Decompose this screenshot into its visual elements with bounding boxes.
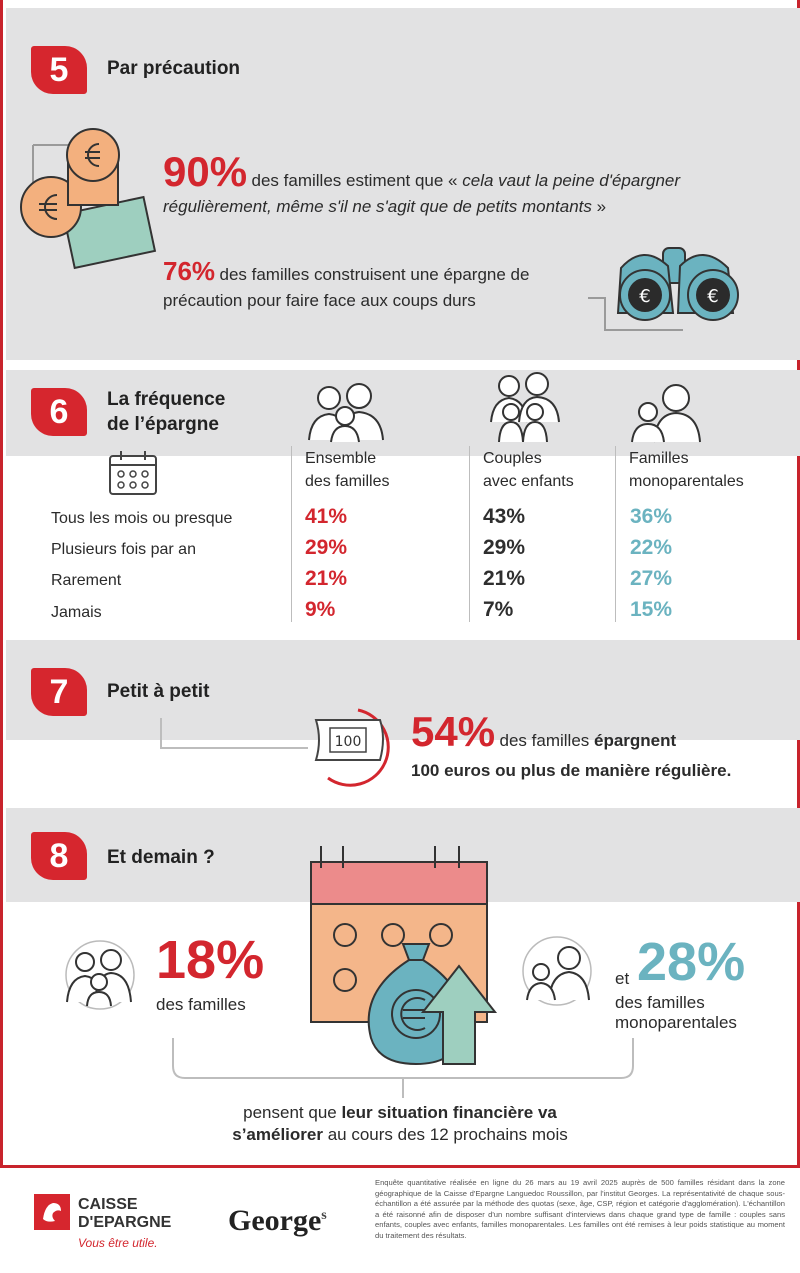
column-header-single-parent: Familles monoparentales	[629, 447, 744, 493]
column-header-single-parent-line2: monoparentales	[629, 473, 744, 490]
section-7-title: Petit à petit	[107, 681, 210, 702]
conclusion-text-a: pensent que	[243, 1103, 342, 1122]
value-all-rarely: 21%	[305, 567, 348, 590]
banknote-label: 100	[335, 734, 362, 750]
section-6-title-line1: La fréquence	[107, 389, 226, 410]
banknote-100-icon: 100	[160, 708, 390, 787]
value-all-several: 29%	[305, 536, 348, 559]
bracket-connector	[172, 1038, 634, 1098]
stat-28-text-line2: monoparentales	[615, 1013, 737, 1032]
brand-name: CAISSE D'EPARGNE	[78, 1196, 171, 1232]
binoculars-icon: € €	[588, 247, 739, 331]
methodology-note: Enquête quantitative réalisée en ligne d…	[375, 1178, 785, 1240]
value-couples-several: 29%	[483, 536, 526, 559]
stat-54-block: 54% des familles épargnent	[411, 711, 791, 754]
stat-54-value: 54%	[411, 708, 496, 755]
coins-banknote-icon	[20, 128, 157, 270]
section-8-title: Et demain ?	[107, 847, 215, 868]
section-5-badge: 5	[31, 46, 87, 94]
column-header-couples-line2: avec enfants	[483, 473, 574, 490]
svg-text:€: €	[707, 286, 718, 307]
value-all-monthly: 41%	[305, 505, 348, 528]
row-label-rarely: Rarement	[51, 572, 122, 589]
stat-90-text-a: des familles estiment que «	[251, 171, 463, 190]
infographic-frame: 5 Par précaution 90% des familles estime…	[0, 0, 800, 1168]
family-icon	[65, 940, 135, 1010]
divider	[469, 446, 470, 622]
stat-18-text: des familles	[156, 995, 246, 1014]
svg-text:€: €	[639, 286, 650, 307]
row-label-never: Jamais	[51, 604, 102, 621]
stat-18-value: 18%	[156, 930, 265, 990]
stat-76-text: des familles construisent une épargne de…	[163, 265, 530, 310]
column-header-all: Ensemble des familles	[305, 447, 389, 493]
stat-54-text-a: des familles	[499, 731, 594, 750]
column-header-couples: Couples avec enfants	[483, 447, 574, 493]
section-7-background	[6, 640, 800, 740]
partner-name: George	[228, 1204, 322, 1237]
couple-with-kids-icon	[490, 372, 560, 443]
value-couples-rarely: 21%	[483, 567, 526, 590]
value-all-never: 9%	[305, 598, 336, 621]
value-single-several: 22%	[630, 536, 673, 559]
section-7-badge: 7	[31, 668, 87, 716]
stat-76-block: 76% des familles construisent une épargn…	[163, 258, 583, 314]
squirrel-icon	[43, 1203, 61, 1222]
column-header-all-line1: Ensemble	[305, 450, 377, 467]
stat-54-line2: 100 euros ou plus de manière régulière.	[411, 761, 732, 780]
conclusion-bold1: leur situation financière va	[341, 1103, 557, 1122]
single-parent-icon	[631, 384, 701, 443]
georges-logo: Georges	[228, 1204, 327, 1238]
section-8-badge: 8	[31, 832, 87, 880]
value-couples-monthly: 43%	[483, 505, 526, 528]
stat-28-prefix: et	[615, 969, 630, 988]
value-single-monthly: 36%	[630, 505, 673, 528]
stat-90-text-b: »	[591, 197, 607, 216]
conclusion-text-b: au cours des 12 prochains mois	[322, 1125, 568, 1144]
divider	[291, 446, 292, 622]
stat-28-text-line1: des familles	[615, 993, 705, 1012]
row-label-several-per-year: Plusieurs fois par an	[51, 541, 196, 558]
section-6-badge: 6	[31, 388, 87, 436]
conclusion-bold2: s’améliorer	[232, 1125, 323, 1144]
calendar-icon	[109, 451, 157, 495]
family-all-icon	[308, 383, 384, 443]
value-couples-never: 7%	[483, 598, 514, 621]
divider	[615, 446, 616, 622]
calendar-money-bag-icon	[310, 846, 498, 1066]
stat-90-value: 90%	[163, 148, 248, 195]
stat-28-value: 28%	[637, 932, 746, 992]
stat-76-value: 76%	[163, 256, 216, 286]
column-header-all-line2: des familles	[305, 473, 390, 490]
stat-90-block: 90% des familles estiment que « cela vau…	[163, 151, 783, 220]
column-header-single-parent-line1: Familles	[629, 450, 689, 467]
section-6-title-line2: de l’épargne	[107, 414, 219, 435]
brand-line1: CAISSE	[78, 1196, 138, 1213]
value-single-rarely: 27%	[630, 567, 673, 590]
stat-54-text-bold: épargnent	[594, 731, 677, 750]
single-parent-family-icon	[522, 936, 592, 1006]
brand-tagline: Vous être utile.	[78, 1236, 158, 1250]
column-header-couples-line1: Couples	[483, 450, 542, 467]
row-label-monthly: Tous les mois ou presque	[51, 510, 233, 527]
caisse-epargne-logo-icon	[34, 1194, 70, 1230]
conclusion-line2: s’améliorer au cours des 12 prochains mo…	[3, 1124, 797, 1146]
stat-90-quote: cela vaut la peine d'épargner régulièrem…	[163, 171, 681, 216]
brand-line2: D'EPARGNE	[78, 1214, 172, 1231]
conclusion-line1: pensent que leur situation financière va	[3, 1102, 797, 1124]
value-single-never: 15%	[630, 598, 673, 621]
section-5-title: Par précaution	[107, 58, 241, 79]
partner-suffix: s	[321, 1208, 327, 1223]
